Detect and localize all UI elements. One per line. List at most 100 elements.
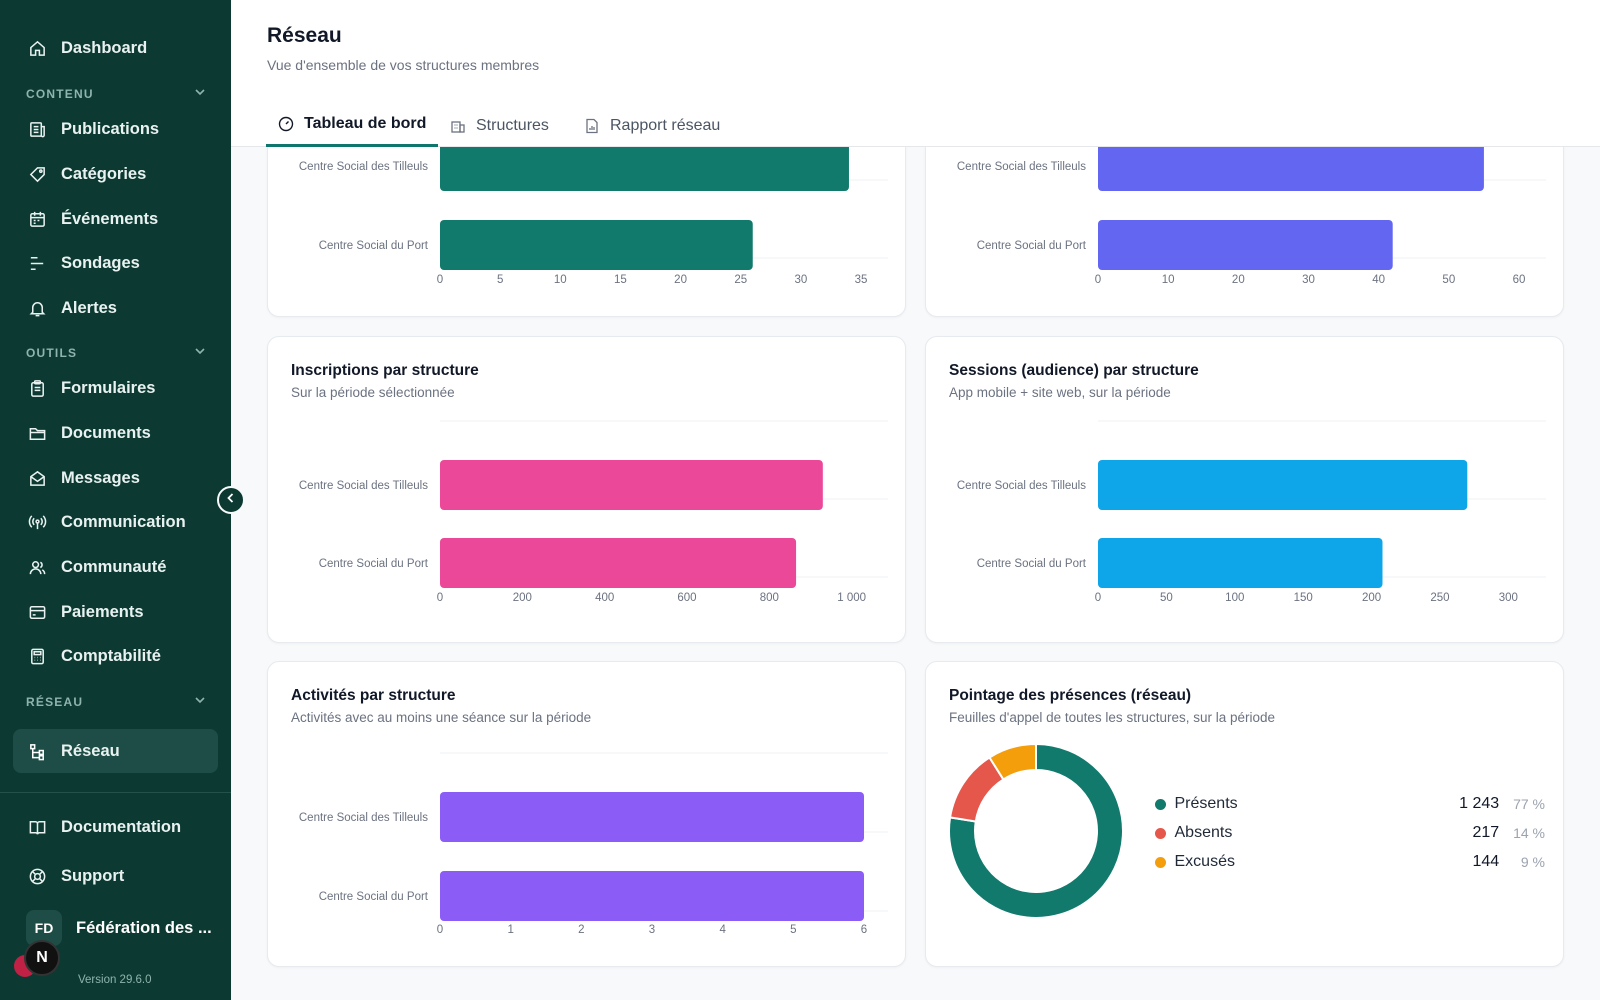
tab-structures[interactable]: Structures <box>450 104 549 147</box>
sidebar-item-paiements[interactable]: Paiements <box>13 590 218 634</box>
legend-value: 1 243 <box>1459 795 1500 812</box>
page-title: Réseau <box>267 24 342 47</box>
tick-label: 60 <box>1513 274 1526 286</box>
bar <box>440 220 753 270</box>
chart-card-activites: Activités par structure Activités avec a… <box>267 661 906 967</box>
calculator-icon <box>27 646 47 666</box>
sidebar-item-label: Alertes <box>61 298 117 317</box>
section-reseau[interactable]: RÉSEAU <box>26 694 206 709</box>
bar-chart: Centre Social des Tilleuls Centre Social … <box>957 141 1546 286</box>
tick-label: 0 <box>1095 274 1101 286</box>
mail-open-icon <box>27 468 47 488</box>
sidebar-item-label: Messages <box>61 468 140 487</box>
sidebar-item-publications[interactable]: Publications <box>13 107 218 151</box>
next-dev-badge[interactable]: N <box>24 940 60 976</box>
category-label: Centre Social du Port <box>977 558 1087 570</box>
bar <box>1098 460 1468 510</box>
sidebar-item-documents[interactable]: Documents <box>13 411 218 455</box>
chevron-down-icon <box>194 345 206 360</box>
tick-label: 30 <box>794 274 807 286</box>
category-label: Centre Social des Tilleuls <box>299 480 428 492</box>
card-subtitle: App mobile + site web, sur la période <box>949 385 1171 400</box>
version-label: Version 29.6.0 <box>78 974 152 986</box>
legend-swatch <box>1155 856 1166 868</box>
sidebar-item-categories[interactable]: Catégories <box>13 152 218 196</box>
bar <box>1098 220 1393 270</box>
chart-card-inscriptions: Inscriptions par structure Sur la périod… <box>267 336 906 643</box>
sidebar-item-formulaires[interactable]: Formulaires <box>13 366 218 410</box>
tick-label: 200 <box>1362 592 1381 604</box>
tick-label: 2 <box>578 924 584 936</box>
network-tree-icon <box>27 741 47 761</box>
tick-label: 0 <box>437 924 443 936</box>
chart-card-sessions: Sessions (audience) par structure App mo… <box>925 336 1564 643</box>
category-label: Centre Social des Tilleuls <box>299 812 428 824</box>
tick-label: 100 <box>1225 592 1244 604</box>
lifebuoy-icon <box>27 866 47 886</box>
sidebar-item-communaute[interactable]: Communauté <box>13 545 218 589</box>
home-icon <box>27 38 47 58</box>
organization-name: Fédération des ... <box>76 918 212 937</box>
sidebar-item-dashboard[interactable]: Dashboard <box>13 26 218 70</box>
section-contenu[interactable]: CONTENU <box>26 86 206 101</box>
tick-label: 50 <box>1160 592 1173 604</box>
category-label: Centre Social du Port <box>977 240 1087 252</box>
bar-list-icon <box>27 253 47 273</box>
bar-chart: Centre Social des Tilleuls Centre Social … <box>299 752 888 936</box>
tick-label: 1 000 <box>837 592 866 604</box>
sidebar-collapse-button[interactable] <box>217 486 245 514</box>
section-outils[interactable]: OUTILS <box>26 345 206 360</box>
gauge-icon <box>278 116 294 132</box>
legend-value: 144 <box>1472 853 1500 870</box>
bar <box>440 538 797 588</box>
calendar-icon <box>27 209 47 229</box>
tab-tableau-de-bord[interactable]: Tableau de bord <box>266 104 438 147</box>
category-label: Centre Social des Tilleuls <box>957 480 1086 492</box>
tick-label: 5 <box>790 924 796 936</box>
card-title: Sessions (audience) par structure <box>949 362 1199 379</box>
tick-label: 20 <box>674 274 687 286</box>
sidebar-item-alertes[interactable]: Alertes <box>13 286 218 330</box>
tick-label: 20 <box>1232 274 1245 286</box>
bar <box>440 792 864 842</box>
sidebar-item-documentation[interactable]: Documentation <box>13 805 218 849</box>
sidebar-item-sondages[interactable]: Sondages <box>13 241 218 285</box>
credit-card-icon <box>27 602 47 622</box>
tick-label: 50 <box>1442 274 1455 286</box>
sidebar-item-label: Réseau <box>61 741 120 760</box>
sidebar-item-reseau[interactable]: Réseau <box>13 729 218 773</box>
bar <box>440 460 823 510</box>
chevron-down-icon <box>194 694 206 709</box>
sidebar-item-comptabilite[interactable]: Comptabilité <box>13 634 218 678</box>
sidebar-item-communication[interactable]: Communication <box>13 500 218 544</box>
tab-rapport-reseau[interactable]: Rapport réseau <box>584 104 720 147</box>
tick-label: 4 <box>719 924 726 936</box>
page-header: Réseau Vue d'ensemble de vos structures … <box>231 0 1600 147</box>
tick-label: 300 <box>1499 592 1518 604</box>
sidebar-item-support[interactable]: Support <box>13 854 218 898</box>
sidebar-item-label: Communauté <box>61 557 167 576</box>
organization-switcher[interactable]: FD Fédération des ... <box>26 910 212 946</box>
bar <box>1098 538 1383 588</box>
sidebar-item-messages[interactable]: Messages <box>13 456 218 500</box>
legend-item-presents: Présents 1 243 77 % <box>1155 792 1545 816</box>
book-open-icon <box>27 817 47 837</box>
tick-label: 1 <box>507 924 513 936</box>
tick-label: 40 <box>1372 274 1385 286</box>
tick-label: 25 <box>734 274 747 286</box>
card-subtitle: Feuilles d'appel de toutes les structure… <box>949 710 1276 725</box>
sidebar-item-label: Paiements <box>61 602 144 621</box>
card-subtitle: Activités avec au moins une séance sur l… <box>291 710 592 725</box>
tick-label: 10 <box>1162 274 1175 286</box>
building-icon <box>450 118 466 134</box>
sidebar-item-evenements[interactable]: Événements <box>13 197 218 241</box>
clipboard-icon <box>27 378 47 398</box>
donut-slice <box>948 742 1124 919</box>
bar <box>440 141 849 191</box>
sidebar-item-label: Documents <box>61 423 151 442</box>
legend-value: 217 <box>1472 824 1500 841</box>
tick-label: 5 <box>497 274 503 286</box>
tick-label: 3 <box>649 924 655 936</box>
category-label: Centre Social des Tilleuls <box>299 161 428 173</box>
folder-icon <box>27 423 47 443</box>
